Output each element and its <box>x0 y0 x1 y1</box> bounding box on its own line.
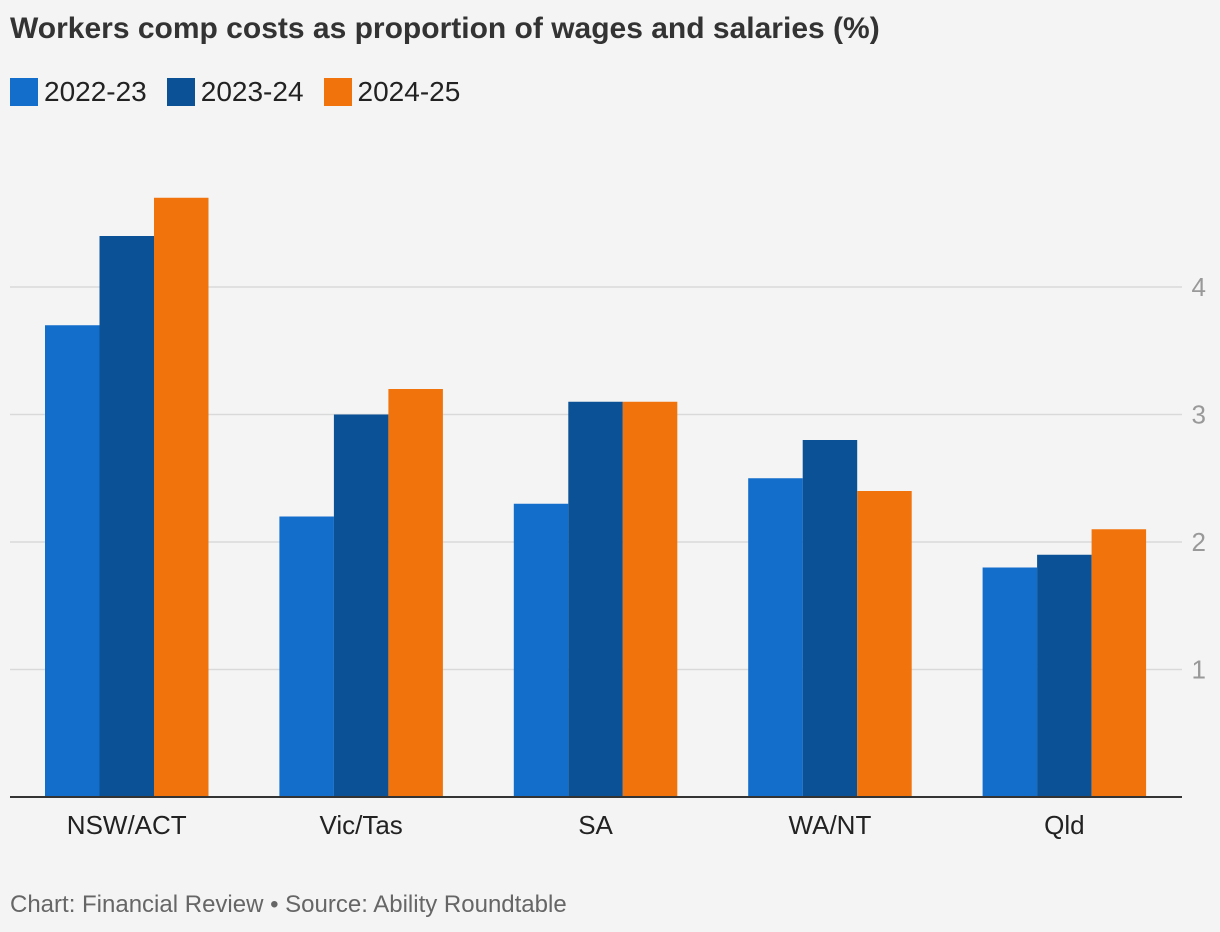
legend-item-2024-25: 2024-25 <box>323 76 461 108</box>
x-tick-label-sa: SA <box>578 810 613 840</box>
x-tick-label-wa-nt: WA/NT <box>789 810 872 840</box>
legend-label-2024-25: 2024-25 <box>357 76 461 107</box>
bar-nsw-act-2024-25 <box>154 197 209 797</box>
bar-qld-2024-25 <box>1091 529 1147 797</box>
legend-swatch-2022-23 <box>10 78 38 106</box>
bar-sa-2023-24 <box>568 401 623 797</box>
y-tick-label-2: 2 <box>1192 527 1206 557</box>
legend-item-2023-24: 2023-24 <box>166 76 304 108</box>
bar-nsw-act-2023-24 <box>99 236 154 797</box>
bar-vic-tas-2024-25 <box>388 389 443 797</box>
bar-wa-nt-2022-23 <box>748 478 803 797</box>
legend-label-2022-23: 2022-23 <box>44 76 147 107</box>
bar-nsw-act-2022-23 <box>45 325 100 797</box>
x-tick-label-nsw-act: NSW/ACT <box>67 810 187 840</box>
x-tick-label-qld: Qld <box>1044 810 1084 840</box>
bar-vic-tas-2023-24 <box>333 414 389 797</box>
y-tick-label-4: 4 <box>1192 272 1206 302</box>
bar-wa-nt-2024-25 <box>857 491 912 797</box>
bar-qld-2023-24 <box>1037 554 1092 797</box>
bar-qld-2022-23 <box>982 567 1038 797</box>
legend: 2022-23 2023-24 2024-25 <box>10 76 480 108</box>
bar-sa-2024-25 <box>622 401 678 797</box>
bar-vic-tas-2022-23 <box>279 516 334 797</box>
bar-sa-2022-23 <box>513 503 569 797</box>
axes: 1 2 3 4 NSW/ACT Vic/Tas SA WA/NT Qld <box>10 272 1206 840</box>
bar-wa-nt-2023-24 <box>802 440 858 797</box>
bars <box>45 197 1147 797</box>
y-tick-label-1: 1 <box>1192 655 1206 685</box>
legend-swatch-2023-24 <box>166 78 195 106</box>
chart-footer: Chart: Financial Review • Source: Abilit… <box>10 891 567 918</box>
y-tick-label-3: 3 <box>1192 400 1206 430</box>
chart-title: Workers comp costs as proportion of wage… <box>10 12 880 45</box>
legend-label-2023-24: 2023-24 <box>200 76 304 107</box>
legend-swatch-2024-25 <box>323 78 352 106</box>
legend-item-2022-23: 2022-23 <box>10 76 147 108</box>
x-tick-label-vic-tas: Vic/Tas <box>319 810 402 840</box>
